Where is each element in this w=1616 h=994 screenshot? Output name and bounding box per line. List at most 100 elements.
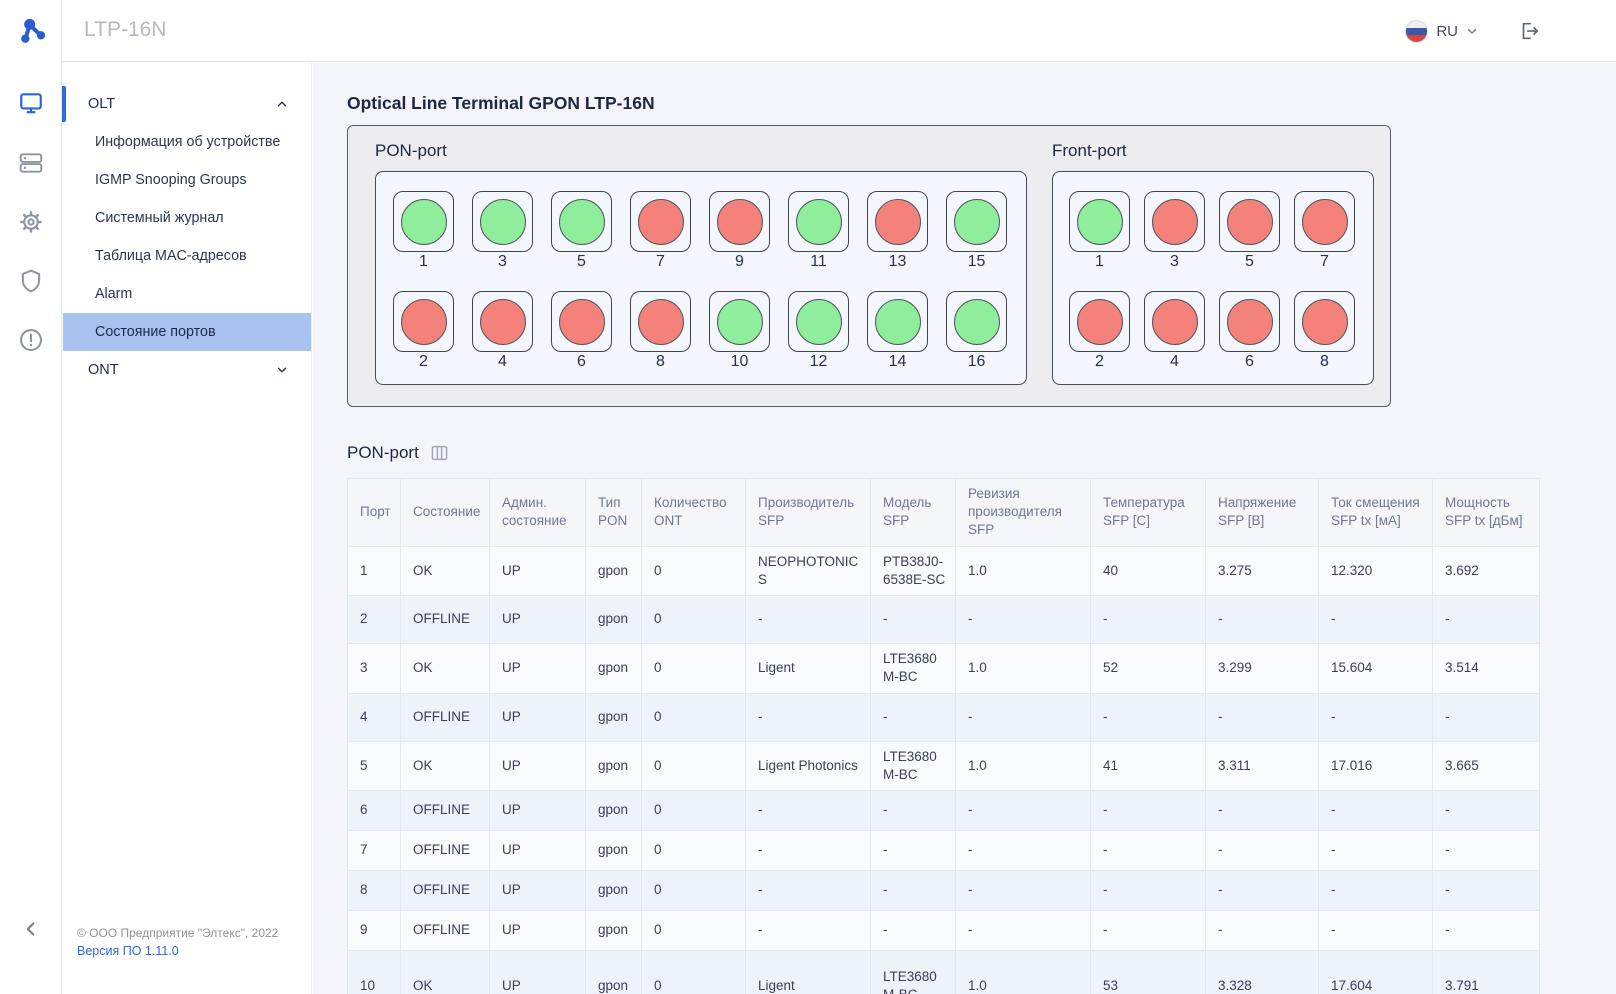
column-header: Состояние xyxy=(400,478,490,547)
column-settings-button[interactable] xyxy=(431,445,448,461)
table-cell: - xyxy=(870,595,956,645)
table-cell: gpon xyxy=(585,595,642,645)
rail-item-settings[interactable] xyxy=(18,209,44,235)
monitor-icon xyxy=(20,93,42,114)
table-cell: 4 xyxy=(347,692,401,742)
table-cell: 2 xyxy=(347,595,401,645)
sidebar-group-ont[interactable]: ONT xyxy=(63,351,311,389)
sidebar-item-3[interactable]: Таблица MAC-адресов xyxy=(95,248,247,264)
pon-port-12[interactable]: 12 xyxy=(788,291,849,384)
main-content: Optical Line Terminal GPON LTP-16N PON-p… xyxy=(313,63,1616,994)
pon-port-3[interactable]: 3 xyxy=(472,191,533,284)
port-number-label: 2 xyxy=(419,353,428,370)
front-port-5-cell xyxy=(1219,191,1280,252)
port-status-led-down xyxy=(637,198,684,245)
pon-port-16[interactable]: 16 xyxy=(946,291,1007,384)
port-status-led-down xyxy=(400,298,447,345)
language-selector[interactable]: RU xyxy=(1405,15,1478,47)
sidebar-item-5-active[interactable]: Состояние портов xyxy=(63,313,311,351)
firmware-version-link[interactable]: Версия ПО 1.11.0 xyxy=(77,944,179,958)
table-cell: Ligent Photonics xyxy=(745,740,871,791)
table-cell: - xyxy=(1318,829,1433,871)
front-port-7[interactable]: 7 xyxy=(1294,191,1355,284)
front-port-4[interactable]: 4 xyxy=(1144,291,1205,384)
front-port-8[interactable]: 8 xyxy=(1294,291,1355,384)
port-status-led-down xyxy=(1151,198,1198,245)
sidebar-item-4[interactable]: Alarm xyxy=(95,286,133,302)
port-status-led-up xyxy=(795,298,842,345)
sidebar-item-1[interactable]: IGMP Snooping Groups xyxy=(95,172,247,188)
front-port-2[interactable]: 2 xyxy=(1069,291,1130,384)
table-cell: 3.328 xyxy=(1205,949,1319,994)
pon-port-11[interactable]: 11 xyxy=(788,191,849,284)
table-cell: - xyxy=(1205,595,1319,645)
alert-circle-icon xyxy=(20,329,42,351)
rail-item-security[interactable] xyxy=(18,268,44,294)
pon-port-1[interactable]: 1 xyxy=(393,191,454,284)
table-cell: - xyxy=(1318,909,1433,951)
table-cell: - xyxy=(1090,829,1206,871)
pon-port-13[interactable]: 13 xyxy=(867,191,928,284)
pon-port-6-cell xyxy=(551,291,612,352)
table-cell: 0 xyxy=(641,595,746,645)
table-cell: LTE3680M-BC xyxy=(870,740,956,791)
table-cell: UP xyxy=(489,692,586,742)
pon-port-15[interactable]: 15 xyxy=(946,191,1007,284)
pon-port-14[interactable]: 14 xyxy=(867,291,928,384)
port-number-label: 14 xyxy=(888,353,907,370)
table-cell: - xyxy=(745,909,871,951)
device-front-panel: PON-port 1 3 5 7 9 11 13 15 2 4 6 8 10 12 14 16 Front-p… xyxy=(347,125,1391,407)
column-header: Админ. состояние xyxy=(489,478,586,547)
rail-item-olt[interactable] xyxy=(18,90,44,116)
logout-button[interactable] xyxy=(1518,20,1540,42)
port-number-label: 11 xyxy=(810,253,827,270)
front-port-2-cell xyxy=(1069,291,1130,352)
table-cell: OK xyxy=(400,949,490,994)
front-port-3[interactable]: 3 xyxy=(1144,191,1205,284)
sidebar-item-2[interactable]: Системный журнал xyxy=(95,210,224,226)
pon-port-7[interactable]: 7 xyxy=(630,191,691,284)
table-cell: - xyxy=(1205,829,1319,871)
pon-port-13-cell xyxy=(867,191,928,252)
table-row-port-6: 6 OFFLINE UP gpon 0- - - - - - - xyxy=(347,789,1540,831)
pon-port-10[interactable]: 10 xyxy=(709,291,770,384)
port-number-label: 9 xyxy=(735,253,744,270)
port-number-label: 7 xyxy=(656,253,665,270)
pon-port-3-cell xyxy=(472,191,533,252)
front-port-1[interactable]: 1 xyxy=(1069,191,1130,284)
active-section-indicator xyxy=(62,86,66,122)
port-status-led-down xyxy=(1226,198,1273,245)
table-cell: 17.604 xyxy=(1318,949,1433,994)
chevron-left-icon xyxy=(26,922,35,936)
sidebar-item-0[interactable]: Информация об устройстве xyxy=(95,134,281,150)
pon-port-4[interactable]: 4 xyxy=(472,291,533,384)
table-cell: PTB38J0-6538E-SC xyxy=(870,545,956,597)
port-number-label: 10 xyxy=(730,353,749,370)
pon-port-6[interactable]: 6 xyxy=(551,291,612,384)
pon-port-8-cell xyxy=(630,291,691,352)
table-cell: 5 xyxy=(347,740,401,791)
column-header: Ток смещения SFP tx [мА] xyxy=(1318,478,1433,547)
port-number-label: 7 xyxy=(1320,253,1329,270)
pon-port-9[interactable]: 9 xyxy=(709,191,770,284)
pon-port-box: 1 3 5 7 9 11 13 15 2 4 6 8 10 12 14 16 xyxy=(375,171,1027,385)
sidebar-collapse-button[interactable] xyxy=(20,918,42,940)
russian-flag-icon xyxy=(1405,19,1429,43)
pon-port-8[interactable]: 8 xyxy=(630,291,691,384)
rail-item-services[interactable] xyxy=(18,150,44,176)
port-status-led-up xyxy=(716,298,763,345)
front-port-6[interactable]: 6 xyxy=(1219,291,1280,384)
shield-icon xyxy=(21,269,41,293)
column-header: Количество ONT xyxy=(641,478,746,547)
table-cell: - xyxy=(1318,692,1433,742)
pon-port-2[interactable]: 2 xyxy=(393,291,454,384)
table-row-port-5: 5 OK UP gpon 0 Ligent Photonics LTE3680M-BC 1.0… xyxy=(347,740,1540,791)
pon-port-2-cell xyxy=(393,291,454,352)
pon-port-5[interactable]: 5 xyxy=(551,191,612,284)
language-code: RU xyxy=(1436,22,1458,40)
sidebar-group-olt[interactable]: OLT xyxy=(63,85,311,123)
table-cell: OFFLINE xyxy=(400,869,490,911)
front-port-5[interactable]: 5 xyxy=(1219,191,1280,284)
rail-item-alarms[interactable] xyxy=(18,327,44,353)
pon-port-table: Порт Состояние Админ. состояние Тип PON Коли… xyxy=(347,478,1540,994)
